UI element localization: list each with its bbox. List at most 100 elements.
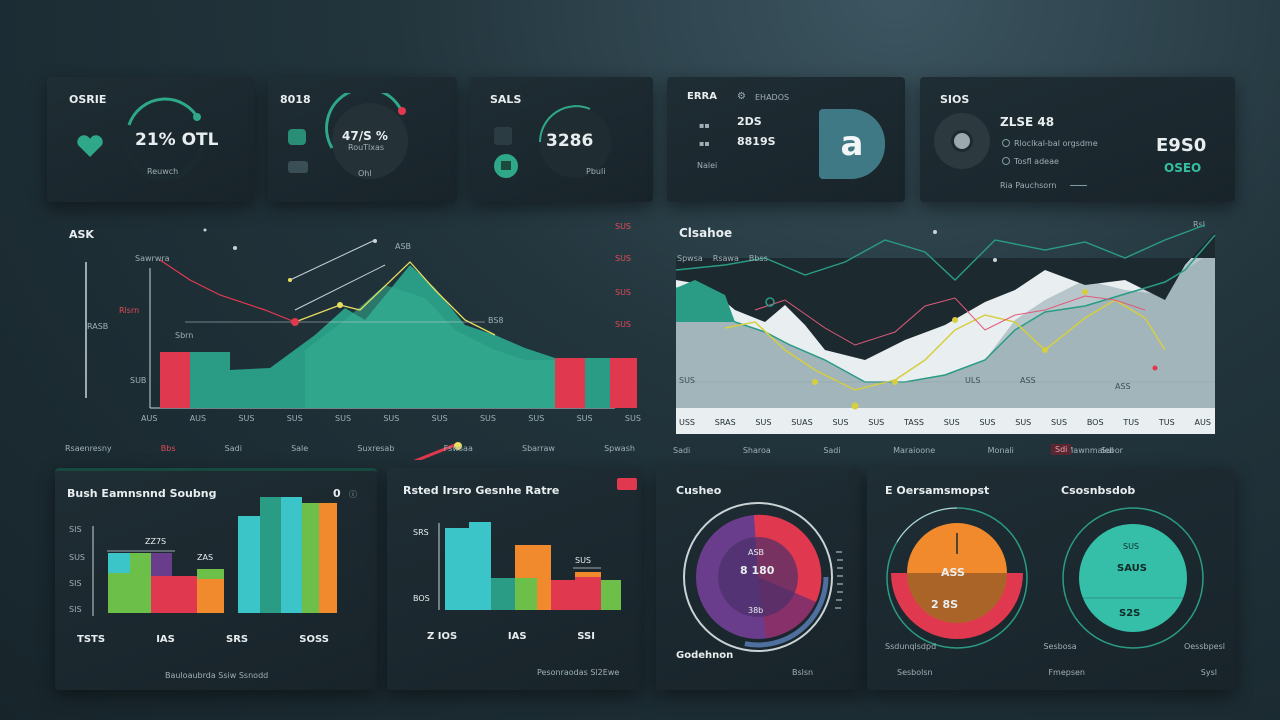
area-chart xyxy=(85,228,637,460)
legend-item[interactable]: Sale xyxy=(291,444,309,453)
x-tick: SUS xyxy=(943,418,960,427)
x-ticks: USS SRAS SUS SUAS SUS SUS TASS SUS SUS S… xyxy=(679,418,1211,427)
donut-value: S2S xyxy=(1119,608,1141,619)
flag-badge[interactable] xyxy=(617,478,637,490)
x-tick: AUS xyxy=(1194,418,1211,427)
footer-divider xyxy=(1070,185,1087,186)
donut-card-1: Cusheo ASB 8 180 38b Godehnon Bslsn xyxy=(656,468,861,690)
kpi-card-5[interactable]: SIOS ZLSE 48 Rloclkal-bal orgsdme Tosfl … xyxy=(920,77,1235,202)
legend-item[interactable]: Sysl xyxy=(1200,668,1217,677)
legend-item[interactable]: Sesbosa xyxy=(1043,642,1077,651)
annotation: ASB xyxy=(395,242,412,251)
kpi-sub: Ohl xyxy=(358,169,372,178)
info-icon[interactable]: ⓘ xyxy=(349,490,357,499)
x-tick: SUS xyxy=(528,414,545,423)
value-label: ZZ7S xyxy=(145,537,167,546)
x-tick: SUS xyxy=(576,414,593,423)
kpi-card-4[interactable]: ERRA ⚙ EHADOS ▪▪ 2DS ▪▪ 8819S Nalei a xyxy=(667,77,905,202)
kpi-card-3[interactable]: SALS 3286 Pbuli xyxy=(470,77,653,202)
x-tick: SUS xyxy=(431,414,448,423)
legend-item[interactable]: Sadi xyxy=(224,444,242,453)
annotation: Sbrn xyxy=(175,331,194,340)
heart-icon xyxy=(77,135,103,157)
legend-item-highlight[interactable]: Sdi xyxy=(1051,444,1072,455)
donut-value: SUS xyxy=(1123,542,1140,551)
radio-button[interactable] xyxy=(1002,157,1010,165)
kpi-card-1[interactable]: OSRIE 21% OTL Reuwch xyxy=(47,77,254,202)
legend-item[interactable]: Fmepsen xyxy=(1048,668,1085,677)
kpi-value: 47/S % xyxy=(342,129,388,143)
legend-item[interactable]: Sadi xyxy=(673,446,691,455)
footer: Pesonraodas Sl2Ewe xyxy=(537,668,620,677)
y-tick: SRS xyxy=(413,528,429,537)
kpi-title: ERRA xyxy=(687,91,717,102)
legend-item[interactable]: Maraioone xyxy=(893,446,936,455)
area-chart-panel: ASK Sawrwra RASB Rlsrn SUB SUS SUS SUS S… xyxy=(55,210,655,460)
bar-chart xyxy=(438,522,621,610)
chart-title: Csosnbsdob xyxy=(1061,484,1136,497)
value-label: ZAS xyxy=(197,553,214,562)
kpi-value: ZLSE 48 xyxy=(1000,115,1055,129)
x-ticks: AUS AUS SUS SUS SUS SUS SUS SUS SUS SUS … xyxy=(141,414,641,423)
donut-value: 2 8S xyxy=(931,598,959,611)
line-chart xyxy=(675,224,1216,434)
chart-title: Clsahoe xyxy=(679,226,733,240)
kpi-title: 8018 xyxy=(280,93,311,106)
kpi-value-2: 8819S xyxy=(737,135,776,148)
badge-letter: a xyxy=(840,124,864,164)
donut-chart-orange xyxy=(886,507,1028,649)
donut-value: ASB xyxy=(748,548,765,557)
x-tick: SUS xyxy=(1051,418,1068,427)
donut-card-2: E Oersamsmopst ASS 2 8S Csosnbsdob SUS S… xyxy=(867,468,1235,690)
legend-item[interactable]: Rsawa xyxy=(712,254,739,263)
legend-item[interactable]: Mawnmalebor xyxy=(1066,446,1123,455)
legend-item[interactable]: Sesbolsn xyxy=(897,668,933,677)
legend-item[interactable]: Suxresab xyxy=(357,444,395,453)
kpi-value: 21% OTL xyxy=(135,130,219,150)
legend-bottom: Sesbolsn Fmepsen Sysl xyxy=(897,668,1217,677)
legend-item[interactable]: Sul xyxy=(1101,446,1114,455)
radio-button[interactable] xyxy=(1002,139,1010,147)
legend-item[interactable]: Bbss xyxy=(748,254,768,263)
option-label: Tosfl adeae xyxy=(1014,157,1059,166)
x-tick: SRAS xyxy=(714,418,736,427)
x-labels: TSTS IAS SRS SOSS xyxy=(77,634,329,645)
legend-item[interactable]: Ssdunqlsdpd xyxy=(885,642,937,651)
corner-label: Rsl xyxy=(1193,220,1205,229)
x-tick: AUS xyxy=(189,414,207,423)
bar-chart-2: Rsted Irsro Gesnhe Ratre SRS BOS SUS Z I… xyxy=(387,468,641,690)
legend-item[interactable]: Spwsa xyxy=(677,254,703,263)
y-label: SUB xyxy=(130,376,147,385)
x-label: IAS xyxy=(156,634,175,645)
legend-item[interactable]: Bbs xyxy=(160,444,176,453)
x-tick: SUS xyxy=(868,418,885,427)
legend-item[interactable]: Oessbpesl xyxy=(1183,642,1225,651)
donut-value: 38b xyxy=(748,606,764,615)
right-label: SUS xyxy=(615,288,632,297)
legend-item[interactable]: Sadi xyxy=(823,446,841,455)
chart-title: Cusheo xyxy=(676,484,722,497)
kpi-caption: Reuwch xyxy=(147,167,179,176)
kpi-caption: Pbuli xyxy=(586,167,606,176)
x-tick: SUS xyxy=(286,414,303,423)
kpi-value: 3286 xyxy=(546,131,594,151)
legend-item[interactable]: Sharoa xyxy=(742,446,771,455)
row-icon: ▪▪ xyxy=(699,121,710,130)
chat-icon xyxy=(288,129,308,173)
x-tick: SUS xyxy=(832,418,849,427)
chart-title: Bush Eamnsnnd Soubng xyxy=(67,487,217,500)
avatar-badge[interactable]: a xyxy=(819,109,885,179)
footer-left: Godehnon xyxy=(676,650,734,661)
kpi-caption: Nalei xyxy=(697,161,718,170)
legend-item[interactable]: Spwash xyxy=(604,444,635,453)
y-tick: SIS xyxy=(69,579,82,588)
legend-item[interactable]: Sbarraw xyxy=(522,444,555,453)
corner-number: 0 xyxy=(333,487,341,500)
legend-item[interactable]: Fswsaa xyxy=(443,444,473,453)
legend-item[interactable]: Monali xyxy=(987,446,1014,455)
donut-value: ASS xyxy=(941,566,965,579)
gauge-ring xyxy=(539,105,611,178)
kpi-card-2[interactable]: 8018 47/S % RouTlxas Ohl xyxy=(268,77,457,202)
legend-item[interactable]: Rsaenresny xyxy=(65,444,112,453)
donut-chart-teal xyxy=(1062,507,1204,649)
